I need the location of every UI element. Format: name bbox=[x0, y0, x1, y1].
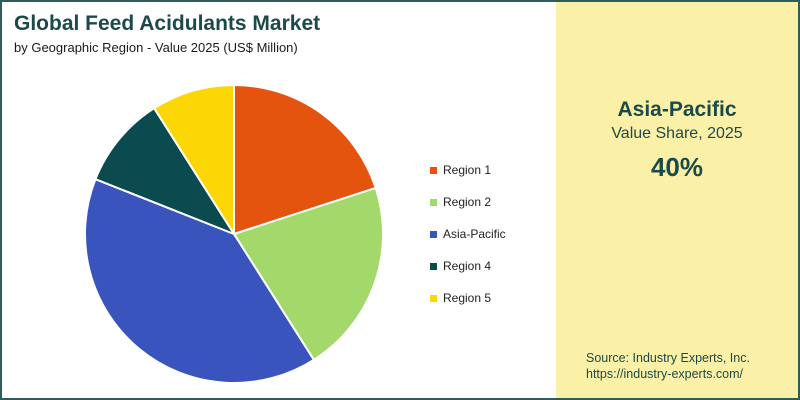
source-url[interactable]: https://industry-experts.com/ bbox=[586, 367, 744, 381]
legend-swatch bbox=[430, 294, 437, 302]
chart-subtitle: by Geographic Region - Value 2025 (US$ M… bbox=[14, 40, 298, 55]
pie-slice-region-4 bbox=[94, 106, 237, 237]
pie-slice-asia-pacific bbox=[84, 177, 316, 384]
legend-label: Region 5 bbox=[443, 291, 492, 305]
source-note: Source: Industry Experts, Inc. https://i… bbox=[586, 350, 750, 382]
chart-title: Global Feed Acidulants Market bbox=[14, 12, 321, 35]
chart-legend: Region 1 Region 2 Asia-Pacific Region 4 Regi… bbox=[430, 154, 506, 314]
highlight-value: 40% bbox=[650, 152, 704, 182]
chart-panel: Global Feed Acidulants Market by Geograp… bbox=[2, 2, 556, 398]
pie-slice-region-2 bbox=[232, 186, 384, 362]
legend-label: Region 2 bbox=[443, 195, 492, 209]
legend-label: Region 1 bbox=[443, 163, 492, 177]
highlight-panel: Asia-Pacific Value Share, 2025 40% Sourc… bbox=[556, 2, 798, 398]
legend-swatch bbox=[430, 262, 437, 270]
source-name: Source: Industry Experts, Inc. bbox=[586, 351, 750, 365]
legend-swatch bbox=[430, 166, 437, 174]
legend-label: Region 4 bbox=[443, 259, 492, 273]
legend-item: Region 1 bbox=[430, 154, 506, 186]
legend-swatch bbox=[430, 230, 437, 238]
highlight-label: Value Share, 2025 bbox=[611, 125, 743, 142]
legend-item: Region 2 bbox=[430, 186, 506, 218]
legend-item: Asia-Pacific bbox=[430, 218, 506, 250]
pie-chart bbox=[84, 83, 384, 384]
legend-item: Region 4 bbox=[430, 250, 506, 282]
legend-swatch bbox=[430, 198, 437, 206]
highlight-region: Asia-Pacific bbox=[617, 98, 737, 121]
legend-item: Region 5 bbox=[430, 282, 506, 314]
legend-label: Asia-Pacific bbox=[443, 227, 506, 241]
pie-slice-region-1 bbox=[233, 83, 377, 236]
pie-slice-region-5 bbox=[152, 83, 235, 238]
